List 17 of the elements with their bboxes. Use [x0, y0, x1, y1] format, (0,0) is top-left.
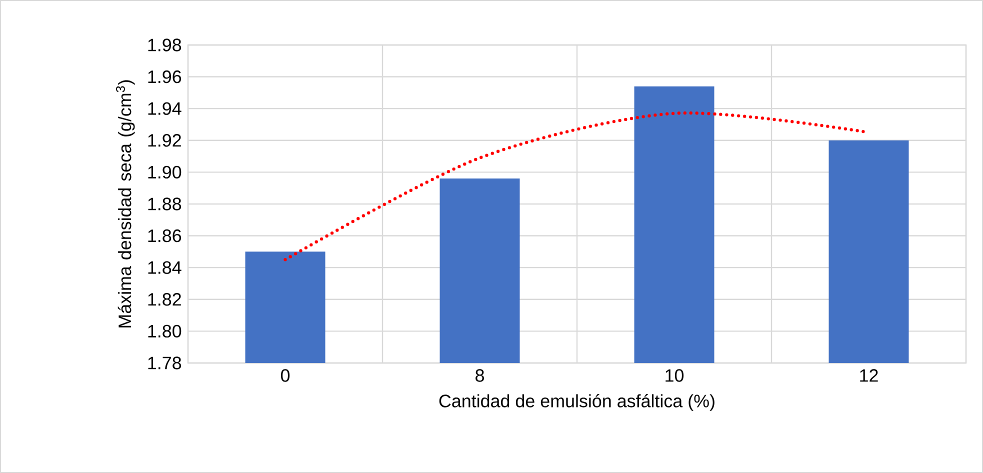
- y-tick-label: 1.92: [148, 134, 181, 147]
- y-tick-label: 1.90: [148, 166, 182, 179]
- y-tick-label: 1.98: [148, 38, 182, 52]
- y-tick-label: 1.80: [148, 324, 182, 338]
- x-tick-label: 8: [476, 369, 484, 382]
- y-tick-label: 1.86: [148, 229, 182, 242]
- y-tick-label: 1.78: [148, 356, 182, 370]
- x-tick-label: 12: [860, 369, 878, 382]
- y-tick-label: 1.96: [148, 70, 182, 84]
- x-tick-label: 10: [666, 369, 684, 382]
- y-axis-title: Máxima densidad seca (g/cm$^{3}$): [116, 80, 135, 328]
- x-axis-title: Cantidad de emulsión asfáltica (%): [439, 394, 714, 411]
- y-tick-label: 1.84: [148, 261, 182, 274]
- x-tick-label: 0: [280, 369, 290, 382]
- y-tick-label: 1.82: [148, 293, 181, 306]
- y-tick-label: 1.88: [148, 198, 182, 210]
- y-tick-label: 1.94: [148, 102, 182, 115]
